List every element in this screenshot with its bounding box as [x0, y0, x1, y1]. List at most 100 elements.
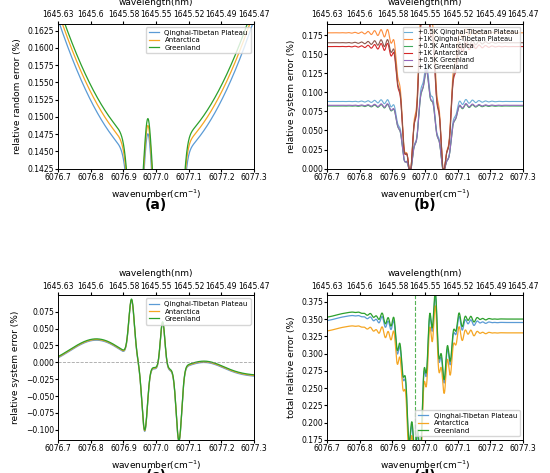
Antarctica — [226, 73, 233, 79]
Greenland — [247, 13, 254, 18]
Qinghai-Tibetan Plateau — [77, 342, 84, 348]
Greenland — [55, 1, 62, 7]
Antarctica — [77, 67, 84, 73]
Greenland — [226, 66, 233, 72]
X-axis label: wavelength(nm): wavelength(nm) — [119, 0, 194, 7]
Greenland — [495, 316, 502, 322]
+0.5K Greenland — [516, 103, 522, 108]
Qinghai-Tibetan Plateau — [139, 400, 145, 406]
+0.5K Antarctica — [405, 166, 412, 172]
+1K Antarctica — [495, 44, 502, 49]
Legend: +0.5K Qinghai-Tibetan Plateau, +1K Qinghai-Tibetan Plateau, +0.5K Antarctica, +1: +0.5K Qinghai-Tibetan Plateau, +1K Qingh… — [403, 27, 520, 72]
+1K Antarctica — [346, 44, 353, 49]
Qinghai-Tibetan Plateau — [324, 318, 331, 324]
Qinghai-Tibetan Plateau — [346, 313, 353, 319]
Line: Qinghai-Tibetan Plateau: Qinghai-Tibetan Plateau — [58, 300, 254, 442]
+0.5K Greenland — [358, 102, 365, 108]
Antarctica — [520, 330, 526, 336]
+0.5K Greenland — [399, 143, 405, 149]
Antarctica — [408, 439, 414, 445]
Qinghai-Tibetan Plateau — [158, 297, 164, 303]
Antarctica — [247, 372, 254, 378]
Greenland — [516, 316, 522, 322]
Line: Qinghai-Tibetan Plateau: Qinghai-Tibetan Plateau — [327, 296, 523, 457]
+0.5K Qinghai-Tibetan Plateau — [520, 99, 526, 105]
+1K Greenland — [408, 166, 414, 172]
Qinghai-Tibetan Plateau — [77, 76, 84, 81]
+0.5K Qinghai-Tibetan Plateau — [358, 98, 365, 104]
Greenland — [77, 341, 84, 346]
Antarctica — [432, 303, 438, 309]
Antarctica — [495, 330, 502, 336]
+1K Greenland — [406, 166, 412, 172]
+0.5K Qinghai-Tibetan Plateau — [399, 142, 405, 148]
+0.5K Greenland — [495, 102, 502, 108]
Greenland — [89, 336, 95, 342]
Text: (c): (c) — [146, 470, 167, 473]
Greenland — [77, 61, 84, 66]
X-axis label: wavelength(nm): wavelength(nm) — [119, 269, 194, 278]
+0.5K Greenland — [423, 67, 430, 73]
Antarctica — [358, 324, 365, 330]
Line: Greenland: Greenland — [58, 299, 254, 440]
+0.5K Qinghai-Tibetan Plateau — [408, 166, 414, 172]
+1K Antarctica — [399, 122, 405, 127]
Greenland — [408, 426, 414, 431]
+0.5K Greenland — [405, 166, 412, 172]
Greenland — [139, 399, 145, 404]
Qinghai-Tibetan Plateau — [226, 81, 233, 87]
Antarctica — [139, 198, 145, 203]
Antarctica — [399, 381, 405, 386]
Greenland — [346, 309, 353, 315]
Line: Antarctica: Antarctica — [58, 11, 254, 291]
+0.5K Qinghai-Tibetan Plateau — [324, 99, 331, 105]
Text: (a): (a) — [145, 198, 167, 212]
Qinghai-Tibetan Plateau — [358, 314, 365, 319]
Line: +1K Qinghai-Tibetan Plateau: +1K Qinghai-Tibetan Plateau — [327, 0, 523, 169]
Greenland — [139, 191, 145, 196]
+1K Antarctica — [408, 166, 414, 172]
+1K Qinghai-Tibetan Plateau — [324, 30, 331, 35]
Y-axis label: total relative error (%): total relative error (%) — [287, 316, 295, 418]
Qinghai-Tibetan Plateau — [128, 298, 135, 303]
Antarctica — [130, 308, 136, 314]
Greenland — [175, 438, 182, 443]
Y-axis label: relative system error (%): relative system error (%) — [11, 311, 20, 424]
Antarctica — [89, 337, 95, 343]
+1K Qinghai-Tibetan Plateau — [408, 166, 414, 172]
Qinghai-Tibetan Plateau — [89, 100, 95, 106]
Antarctica — [251, 9, 257, 14]
X-axis label: wavenumber(cm$^{-1}$): wavenumber(cm$^{-1}$) — [380, 187, 470, 201]
Qinghai-Tibetan Plateau — [399, 370, 405, 376]
Antarctica — [516, 330, 522, 336]
Greenland — [432, 289, 438, 295]
Qinghai-Tibetan Plateau — [520, 320, 526, 325]
Text: (d): (d) — [414, 470, 437, 473]
Antarctica — [77, 341, 84, 347]
+0.5K Greenland — [324, 103, 331, 108]
+1K Antarctica — [324, 44, 331, 49]
+0.5K Antarctica — [324, 103, 331, 109]
Qinghai-Tibetan Plateau — [55, 355, 62, 361]
Qinghai-Tibetan Plateau — [408, 429, 414, 435]
+1K Qinghai-Tibetan Plateau — [346, 30, 353, 35]
X-axis label: wavenumber(cm$^{-1}$): wavenumber(cm$^{-1}$) — [111, 459, 201, 472]
Y-axis label: relative random error (%): relative random error (%) — [13, 38, 22, 154]
Antarctica — [55, 9, 62, 14]
+0.5K Greenland — [520, 103, 526, 108]
Antarctica — [128, 297, 135, 303]
+1K Qinghai-Tibetan Plateau — [399, 116, 405, 122]
Y-axis label: relative system error (%): relative system error (%) — [287, 39, 295, 153]
Qinghai-Tibetan Plateau — [251, 373, 257, 379]
Qinghai-Tibetan Plateau — [175, 439, 182, 445]
Qinghai-Tibetan Plateau — [417, 455, 424, 460]
+1K Antarctica — [358, 43, 365, 49]
+0.5K Antarctica — [516, 103, 522, 109]
+0.5K Antarctica — [520, 103, 526, 109]
Antarctica — [251, 373, 257, 378]
Line: Qinghai-Tibetan Plateau: Qinghai-Tibetan Plateau — [58, 19, 254, 300]
Qinghai-Tibetan Plateau — [247, 28, 254, 34]
X-axis label: wavelength(nm): wavelength(nm) — [388, 0, 463, 7]
Qinghai-Tibetan Plateau — [516, 320, 522, 325]
Greenland — [251, 372, 257, 377]
